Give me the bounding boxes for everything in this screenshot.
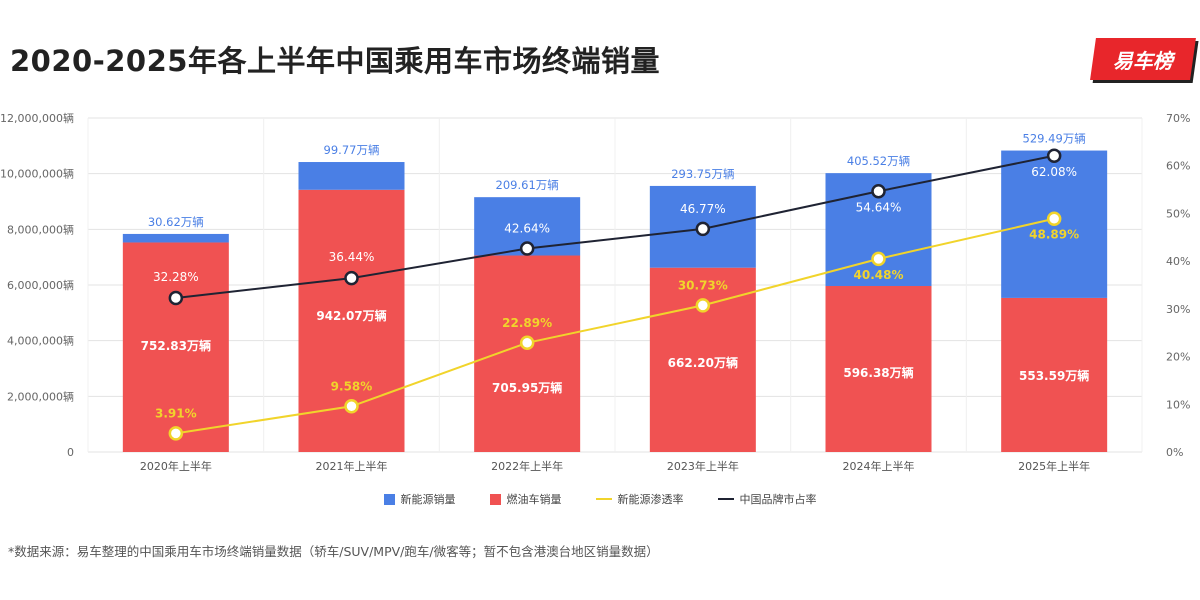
x-tick-label: 2023年上半年 [667, 459, 739, 473]
y-left-tick-label: 0 [67, 446, 74, 459]
y-right-tick-label: 30% [1166, 303, 1190, 316]
share-label: 36.44% [329, 250, 375, 264]
penetration-point [871, 251, 886, 267]
bar-ice-label: 752.83万辆 [141, 338, 211, 353]
legend-swatch-share [717, 498, 734, 500]
bar-ice-label: 942.07万辆 [316, 308, 386, 323]
penetration-label: 9.58% [331, 379, 373, 393]
penetration-point [519, 335, 535, 351]
legend-label-ice: 燃油车销量 [506, 493, 562, 506]
share-label: 32.28% [153, 270, 199, 284]
legend-label-share: 中国品牌市占率 [739, 493, 817, 506]
bar-nev-label: 30.62万辆 [148, 215, 204, 229]
share-point [695, 221, 711, 237]
penetration-point [695, 298, 711, 313]
share-label: 62.08% [1031, 165, 1077, 179]
share-line [175, 154, 1055, 299]
share-label: 54.64% [856, 200, 902, 214]
legend-label-penetration: 新能源渗透率 [617, 493, 684, 506]
legend-item-nev: 新能源销量 [383, 491, 456, 507]
penetration-point [168, 426, 184, 441]
y-right-tick-label: 70% [1166, 112, 1190, 125]
legend-item-penetration: 新能源渗透率 [595, 491, 684, 507]
x-tick-label: 2022年上半年 [491, 459, 563, 473]
bar-nev-label: 405.52万辆 [847, 154, 910, 168]
penetration-label: 40.48% [854, 268, 904, 282]
bar-ice-label: 553.59万辆 [1019, 368, 1089, 383]
bar-ice-label: 662.20万辆 [668, 355, 738, 370]
bar-nev [122, 233, 229, 243]
legend-item-ice: 燃油车销量 [489, 491, 562, 507]
chart-legend: 新能源销量 燃油车销量 新能源渗透率 中国品牌市占率 [0, 491, 1200, 507]
bar-nev [298, 162, 405, 190]
bar-ice-label: 705.95万辆 [492, 380, 562, 395]
bar-ice [825, 286, 932, 452]
penetration-line [175, 217, 1055, 435]
penetration-point [1046, 211, 1062, 226]
y-right-tick-label: 40% [1166, 255, 1190, 268]
bar-ice [122, 242, 229, 452]
share-point [168, 290, 184, 306]
penetration-label: 22.89% [502, 316, 552, 330]
bar-ice [474, 255, 581, 452]
penetration-label: 30.73% [678, 278, 728, 292]
bar-nev-label: 209.61万辆 [496, 178, 559, 192]
x-tick-label: 2021年上半年 [316, 459, 388, 473]
x-tick-label: 2020年上半年 [140, 459, 212, 473]
footnote: *数据来源：易车整理的中国乘用车市场终端销量数据（轿车/SUV/MPV/跑车/微… [8, 544, 659, 559]
y-right-tick-label: 50% [1166, 207, 1190, 220]
share-point [1046, 148, 1062, 164]
y-right-tick-label: 20% [1166, 351, 1190, 364]
bar-ice-label: 596.38万辆 [843, 365, 913, 380]
legend-swatch-nev [383, 493, 395, 505]
y-left-tick-label: 6,000,000辆 [7, 278, 74, 292]
bar-ice [1001, 297, 1108, 452]
y-right-tick-label: 60% [1166, 160, 1190, 173]
legend-swatch-penetration [595, 498, 612, 500]
y-left-tick-label: 12,000,000辆 [0, 111, 74, 125]
legend-item-share: 中国品牌市占率 [717, 491, 817, 507]
penetration-label: 3.91% [155, 406, 197, 420]
y-left-tick-label: 8,000,000辆 [7, 222, 74, 236]
bar-nev-label: 99.77万辆 [324, 143, 380, 157]
y-right-tick-label: 0% [1166, 446, 1183, 459]
y-left-tick-label: 10,000,000辆 [0, 167, 74, 181]
y-left-tick-label: 4,000,000辆 [7, 334, 74, 348]
bar-nev-label: 529.49万辆 [1023, 132, 1086, 146]
legend-label-nev: 新能源销量 [400, 493, 456, 506]
share-label: 42.64% [504, 222, 550, 236]
x-tick-label: 2025年上半年 [1018, 459, 1090, 473]
share-point [871, 184, 886, 199]
share-label: 46.77% [680, 202, 726, 216]
bar-nev-label: 293.75万辆 [671, 167, 734, 181]
penetration-label: 48.89% [1029, 228, 1079, 242]
y-left-tick-label: 2,000,000辆 [7, 389, 74, 403]
share-point [519, 241, 535, 256]
penetration-point [344, 399, 359, 414]
x-tick-label: 2024年上半年 [843, 459, 915, 473]
share-point [344, 270, 359, 286]
legend-swatch-ice [489, 493, 501, 505]
y-right-tick-label: 10% [1166, 398, 1190, 411]
page-title: 2020-2025年各上半年中国乘用车市场终端销量 [10, 44, 660, 78]
